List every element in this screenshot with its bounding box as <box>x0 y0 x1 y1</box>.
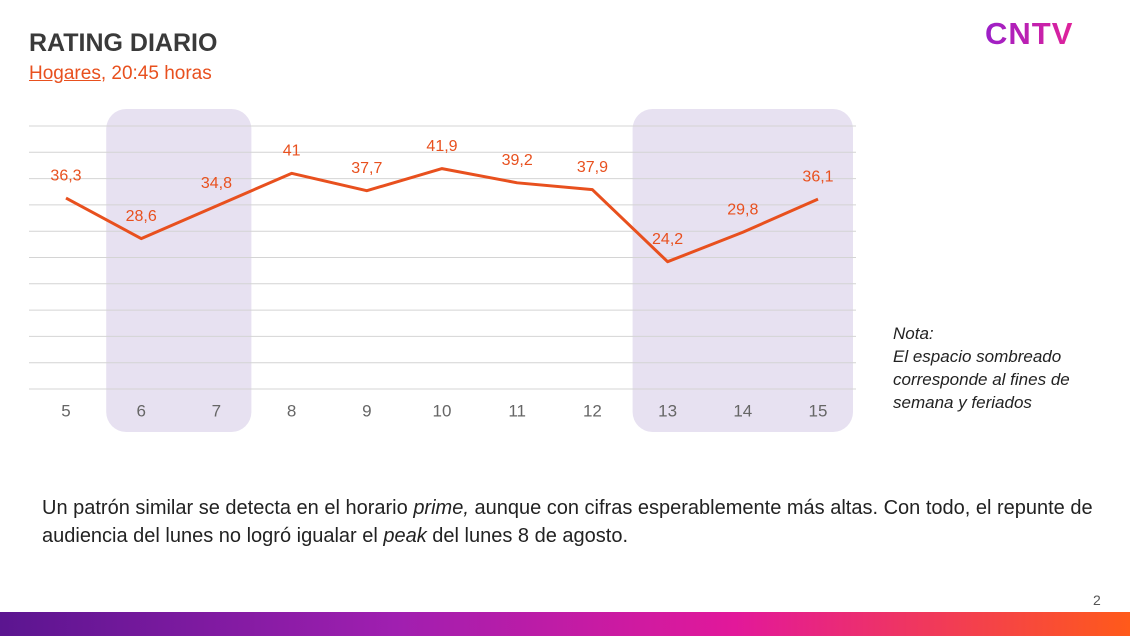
subtitle: Hogares, 20:45 horas <box>29 63 212 85</box>
data-label: 36,1 <box>802 168 833 185</box>
data-label: 39,2 <box>502 152 533 169</box>
x-tick-label: 8 <box>287 401 296 420</box>
text-italic: peak <box>383 525 427 547</box>
note-heading: Nota: <box>893 324 934 343</box>
x-tick-label: 5 <box>61 401 70 420</box>
x-tick-label: 7 <box>212 401 221 420</box>
data-label: 41,9 <box>426 138 457 155</box>
x-tick-label: 11 <box>508 401 526 420</box>
x-tick-label: 9 <box>362 401 371 420</box>
note: Nota: El espacio sombreado corresponde a… <box>893 322 1070 414</box>
text: del lunes 8 de agosto. <box>426 525 628 547</box>
note-line: corresponde al fines de <box>893 370 1070 389</box>
footer-bar <box>0 612 1130 636</box>
data-label: 37,7 <box>351 160 382 177</box>
x-tick-label: 15 <box>809 401 828 420</box>
shaded-band <box>106 109 252 432</box>
data-label: 37,9 <box>577 159 608 176</box>
page-number: 2 <box>1093 592 1101 608</box>
text: Un patrón similar se detecta en el horar… <box>42 497 414 519</box>
x-tick-label: 14 <box>733 401 752 420</box>
title: RATING DIARIO <box>29 29 218 57</box>
note-line: semana y feriados <box>893 393 1032 412</box>
data-label: 24,2 <box>652 231 683 248</box>
subtitle-link: Hogares <box>29 63 101 84</box>
body-text: Un patrón similar se detecta en el horar… <box>42 494 1117 550</box>
shaded-band <box>632 109 853 432</box>
data-label: 28,6 <box>126 208 157 225</box>
subtitle-rest: , 20:45 horas <box>100 63 212 84</box>
chart: 5 6 7 8 9 10 11 12 13 14 15 36,3 28,6 34,8 41 37,7 41,9 3… <box>29 109 856 432</box>
data-label: 41 <box>283 143 301 160</box>
text-italic: prime, <box>413 497 469 519</box>
text: aunque con cifras esperablemente más alt… <box>42 497 1093 547</box>
data-label: 36,3 <box>50 167 81 184</box>
logo: CNTV <box>985 16 1074 51</box>
line <box>65 167 819 264</box>
x-tick-label: 12 <box>583 401 602 420</box>
data-label: 34,8 <box>201 175 232 192</box>
x-tick-label: 10 <box>433 401 452 420</box>
x-tick-label: 13 <box>658 401 677 420</box>
data-label: 29,8 <box>727 201 758 218</box>
x-tick-label: 6 <box>136 401 145 420</box>
note-line: El espacio sombreado <box>893 347 1062 366</box>
